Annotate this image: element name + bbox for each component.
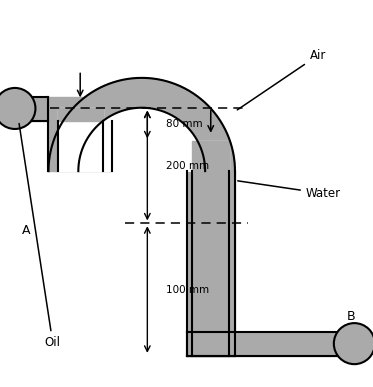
Polygon shape: [192, 141, 229, 171]
Polygon shape: [186, 332, 362, 356]
Text: Water: Water: [238, 181, 341, 200]
Polygon shape: [0, 96, 112, 121]
Text: B: B: [346, 310, 355, 323]
Text: Air: Air: [237, 49, 326, 110]
Text: Oil: Oil: [19, 123, 61, 349]
Polygon shape: [48, 78, 235, 171]
Polygon shape: [192, 141, 229, 356]
Text: 100 mm: 100 mm: [166, 284, 209, 295]
Polygon shape: [58, 108, 103, 121]
Circle shape: [334, 323, 373, 364]
Text: 200 mm: 200 mm: [166, 161, 209, 171]
Text: A: A: [22, 224, 30, 237]
Polygon shape: [48, 121, 112, 171]
Circle shape: [0, 88, 35, 129]
Polygon shape: [58, 108, 103, 171]
Polygon shape: [78, 108, 205, 171]
Text: 80 mm: 80 mm: [166, 120, 203, 130]
Polygon shape: [186, 171, 235, 356]
